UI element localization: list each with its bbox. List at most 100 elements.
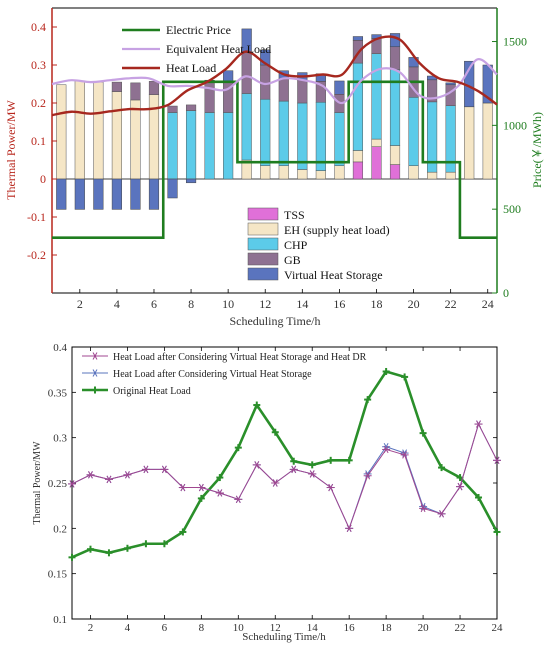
bar-legend-label: TSS xyxy=(284,208,305,222)
bar-virtual-heat-storage xyxy=(223,70,234,83)
bar-chp xyxy=(185,110,197,180)
top-bars-layer xyxy=(52,28,497,210)
point-heat-load-vhs-dr-stroke xyxy=(106,475,112,484)
bar-virtual-heat-storage xyxy=(111,178,122,210)
point-original-heat-load xyxy=(271,428,279,436)
point-heat-load-vhs-dr-stroke xyxy=(420,504,426,513)
top-y2-tick-label: 1500 xyxy=(503,35,527,49)
bar-eh xyxy=(93,81,104,180)
point-original-heat-load xyxy=(197,494,205,502)
point-original-heat-load xyxy=(68,553,76,561)
top-lines-layer xyxy=(51,35,498,239)
point-original-heat-load xyxy=(401,373,409,381)
bottom-x-tick-label: 18 xyxy=(381,622,393,634)
top-y2-tick-label: 500 xyxy=(503,202,521,216)
bar-eh xyxy=(74,80,85,180)
bar-virtual-heat-storage xyxy=(445,82,456,86)
bar-gb xyxy=(278,78,289,102)
bar-eh xyxy=(297,169,308,180)
top-x-tick-label: 22 xyxy=(445,297,457,311)
point-heat-load-vhs-dr xyxy=(419,504,428,513)
point-heat-load-vhs-dr-stroke xyxy=(125,471,130,479)
top-x-tick-label: 4 xyxy=(114,297,120,311)
bar-legend-swatch xyxy=(247,207,279,221)
point-original-heat-load xyxy=(493,528,501,536)
bar-tss xyxy=(389,164,401,180)
bar-gb xyxy=(297,79,308,104)
bar-virtual-heat-storage xyxy=(148,178,160,210)
bar-eh xyxy=(260,165,271,180)
top-y2-tick-label: 1000 xyxy=(503,118,527,132)
bar-legend-swatch xyxy=(247,252,279,266)
bottom-x-tick-label: 20 xyxy=(418,622,430,634)
point-original-heat-load xyxy=(382,367,390,375)
top-legend-lines: Electric Price Equivalent Heat Load Heat L… xyxy=(122,23,271,75)
bar-eh xyxy=(278,165,289,180)
bar-chp xyxy=(260,98,271,166)
point-original-heat-load xyxy=(105,549,113,557)
bottom-y-axis-label: Thermal Power/MW xyxy=(32,441,43,525)
line-heat-load-vhs-dr xyxy=(71,422,498,530)
bottom-x-tick-label: 24 xyxy=(492,622,504,634)
legend-line-label: Electric Price xyxy=(166,23,231,37)
point-original-heat-load xyxy=(142,540,150,548)
bottom-legend-label: Heat Load after Considering Virtual Heat… xyxy=(113,369,312,380)
point-heat-load-vhs-dr xyxy=(252,461,261,469)
bottom-y-tick-label: 0.1 xyxy=(53,614,67,626)
point-heat-load-vhs-dr-stroke xyxy=(291,465,297,474)
bottom-x-tick-label: 22 xyxy=(455,622,466,634)
point-heat-load-vhs-dr xyxy=(474,420,483,428)
bar-gb xyxy=(185,104,197,111)
bottom-legend: Heat Load after Considering Virtual Heat… xyxy=(82,352,367,397)
point-heat-load-vhs-dr-stroke xyxy=(69,480,75,488)
bottom-x-tick-label: 12 xyxy=(270,622,281,634)
point-heat-load-vhs-dr xyxy=(160,465,169,474)
point-original-heat-load xyxy=(364,396,372,404)
point-heat-load-vhs-dr xyxy=(382,445,391,454)
bar-chp xyxy=(334,112,345,166)
point-heat-load-vhs-dr xyxy=(271,479,280,487)
point-original-heat-load xyxy=(327,456,335,464)
point-heat-load-vhs-dr-stroke xyxy=(180,483,186,492)
point-heat-load-vhs-dr xyxy=(437,510,446,518)
bottom-legend-marker-stroke xyxy=(92,352,98,360)
bar-virtual-heat-storage xyxy=(56,178,67,210)
point-heat-load-vhs-dr xyxy=(141,465,150,474)
top-y-tick-label: 0 xyxy=(40,172,46,186)
point-heat-load-vhs-dr-stroke xyxy=(235,495,241,504)
bar-eh xyxy=(464,106,475,180)
bar-gb xyxy=(111,81,122,92)
top-x-tick-label: 20 xyxy=(408,297,420,311)
bar-chp xyxy=(241,93,252,161)
point-heat-load-vhs-dr-stroke xyxy=(198,483,204,492)
bottom-legend-label: Original Heat Load xyxy=(113,386,191,397)
top-x-tick-label: 6 xyxy=(151,297,157,311)
point-heat-load-vhs-dr-stroke xyxy=(365,472,371,480)
legend-line-label: Equivalent Heat Load xyxy=(166,42,271,56)
point-original-heat-load xyxy=(438,464,446,472)
top-y-tick-label: 0.3 xyxy=(31,58,46,72)
bottom-y-tick-label: 0.2 xyxy=(53,523,67,535)
bar-eh xyxy=(445,171,456,180)
line-equivalent-heat-load xyxy=(51,58,498,105)
point-heat-load-vhs-dr-stroke xyxy=(457,482,463,491)
top-x-tick-label: 8 xyxy=(188,297,194,311)
point-heat-load-vhs-dr xyxy=(234,495,243,504)
bottom-legend-marker xyxy=(91,386,99,394)
point-original-heat-load xyxy=(253,401,261,409)
bar-tss xyxy=(352,161,364,180)
bottom-x-tick-label: 8 xyxy=(199,622,205,634)
bar-virtual-heat-storage xyxy=(352,36,364,41)
bar-virtual-heat-storage xyxy=(167,178,178,199)
bar-chp xyxy=(352,62,364,151)
bottom-chart: 0.10.150.20.250.30.350.42 4 6 8 10 12 14 16 18 20… xyxy=(32,342,503,643)
line-heat-load xyxy=(51,35,498,117)
point-heat-load-vhs-dr-stroke xyxy=(439,510,444,518)
top-x-tick-label: 10 xyxy=(222,297,234,311)
bar-chp xyxy=(278,100,289,166)
bar-eh xyxy=(352,150,364,163)
bar-chp xyxy=(223,112,234,180)
top-y-axis-label: Thermal Power/MW xyxy=(4,100,18,200)
